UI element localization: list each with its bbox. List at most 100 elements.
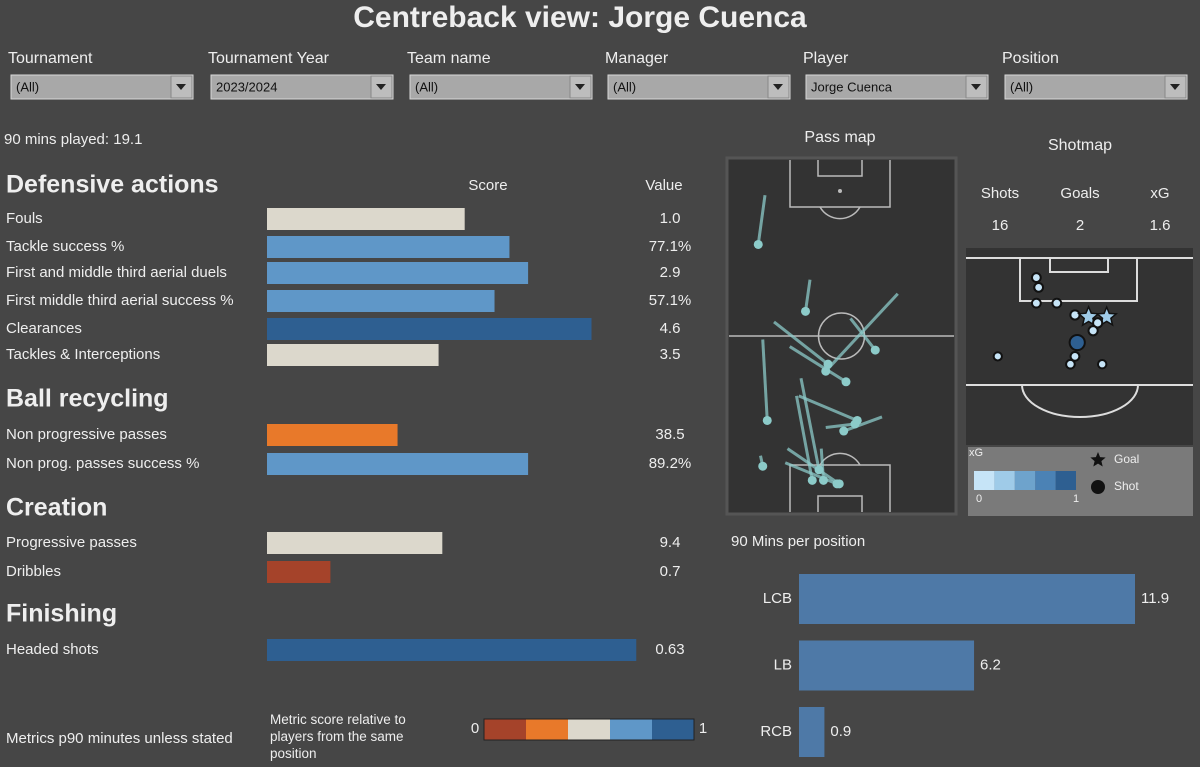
- position-label: RCB: [760, 723, 792, 740]
- metric-name: First and middle third aerial duels: [6, 264, 227, 281]
- legend-frame: [483, 718, 695, 741]
- dashboard-title: Centreback view: Jorge Cuenca: [353, 1, 807, 34]
- metric-name: Tackle success %: [6, 238, 124, 255]
- shot-marker: [1097, 359, 1108, 370]
- metric-value: 38.5: [655, 426, 684, 443]
- xg-swatch: [1055, 471, 1076, 490]
- metric-name: Non prog. passes success %: [6, 455, 199, 472]
- shot-stat-value: 16: [992, 217, 1009, 234]
- pass-end: [841, 377, 851, 387]
- shot-stat-value: 1.6: [1150, 217, 1171, 234]
- pass-line: [849, 317, 877, 352]
- shot-marker: [1087, 325, 1099, 337]
- filter-label: Manager: [605, 50, 669, 67]
- pitch-line: [1049, 258, 1109, 273]
- pitch-line: [819, 206, 861, 220]
- dropdown-arrow: [176, 84, 186, 90]
- pass-line: [843, 415, 883, 433]
- filter-value: (All): [415, 79, 438, 94]
- score-bar: [267, 532, 443, 554]
- pass-map-title: Pass map: [804, 129, 875, 146]
- pitch-line: [789, 464, 891, 512]
- metrics-note: Metrics p90 minutes unless stated: [6, 730, 233, 747]
- legend-caption: Metric score relative to players from th…: [270, 712, 406, 761]
- score-bar: [267, 262, 529, 284]
- pass-end: [832, 479, 842, 489]
- shot-marker: [1069, 350, 1081, 362]
- value-header: Value: [645, 177, 682, 194]
- metric-value: 77.1%: [649, 238, 692, 255]
- position-value: 0.9: [830, 723, 851, 740]
- shot-stat-label: Shots: [981, 185, 1019, 202]
- pass-line: [795, 395, 814, 481]
- pass-line: [786, 447, 841, 486]
- shot-marker: [1065, 358, 1076, 370]
- pass-line: [798, 394, 858, 422]
- pass-line: [788, 345, 847, 384]
- score-bar: [267, 639, 637, 661]
- pass-end: [758, 461, 768, 471]
- position-value: 11.9: [1141, 590, 1169, 607]
- metric-name: Clearances: [6, 320, 82, 337]
- filter-label: Player: [803, 50, 849, 67]
- metric-name: Headed shots: [6, 641, 99, 658]
- metric-name: Dribbles: [6, 563, 61, 580]
- pass-line: [784, 461, 838, 486]
- section-heading: Finishing: [6, 600, 117, 628]
- pass-line: [819, 448, 825, 481]
- pass-end: [839, 426, 849, 436]
- shot-stat-label: xG: [1150, 185, 1169, 202]
- dropdown-arrow: [1170, 84, 1180, 90]
- pitch-line: [817, 160, 863, 177]
- metric-name: First middle third aerial success %: [6, 292, 234, 309]
- filter-dropdown[interactable]: [210, 74, 394, 100]
- filter-dropdown[interactable]: [607, 74, 791, 100]
- section-heading: Ball recycling: [6, 385, 169, 413]
- legend-swatch: [526, 719, 568, 740]
- position-bar: [799, 707, 825, 757]
- dropdown-arrow: [971, 84, 981, 90]
- pitch-line: [817, 495, 863, 512]
- filter-label: Tournament: [8, 50, 93, 67]
- shot-marker: [1069, 309, 1081, 321]
- filter-label: Position: [1002, 50, 1059, 67]
- pass-line: [804, 279, 812, 312]
- shot-map-title: Shotmap: [1048, 137, 1112, 154]
- shot-marker: [1051, 297, 1063, 309]
- minutes-played: 90 mins played: 19.1: [4, 131, 142, 148]
- shot-marker: [992, 351, 1003, 362]
- xg-min: 0: [976, 493, 982, 505]
- score-bar: [267, 424, 398, 446]
- filter-dropdown[interactable]: [409, 74, 593, 100]
- filter-dropdown[interactable]: [805, 74, 989, 100]
- xg-max: 1: [1073, 493, 1079, 505]
- shot-stat-label: Goals: [1060, 185, 1099, 202]
- filter-dropdown[interactable]: [1004, 74, 1188, 100]
- shot-stat-value: 2: [1076, 217, 1084, 234]
- dropdown-arrow: [376, 84, 386, 90]
- pass-end: [807, 475, 817, 485]
- xg-legend-title: xG: [969, 447, 983, 459]
- legend-swatch: [484, 719, 526, 740]
- metric-name: Tackles & Interceptions: [6, 346, 160, 363]
- position-label: LCB: [763, 590, 792, 607]
- pitch-line: [1021, 384, 1139, 418]
- shot-marker: [1092, 317, 1104, 329]
- pitch-line: [1019, 258, 1138, 302]
- pass-end: [819, 475, 828, 485]
- legend-swatch: [652, 719, 694, 740]
- dropdown-arrow: [575, 84, 585, 90]
- position-label: LB: [774, 656, 792, 673]
- shot-legend-icon: [1091, 480, 1105, 494]
- filter-dropdown[interactable]: [10, 74, 194, 100]
- pass-line: [761, 339, 769, 421]
- goal-legend-icon: [1090, 452, 1106, 467]
- metric-value: 57.1%: [649, 292, 692, 309]
- metric-value: 0.7: [660, 563, 681, 580]
- metric-name: Fouls: [6, 210, 43, 227]
- score-header: Score: [468, 177, 507, 194]
- pass-line: [773, 320, 829, 366]
- score-bar: [267, 344, 439, 366]
- legend-swatch: [568, 719, 610, 740]
- filter-label: Team name: [407, 50, 491, 67]
